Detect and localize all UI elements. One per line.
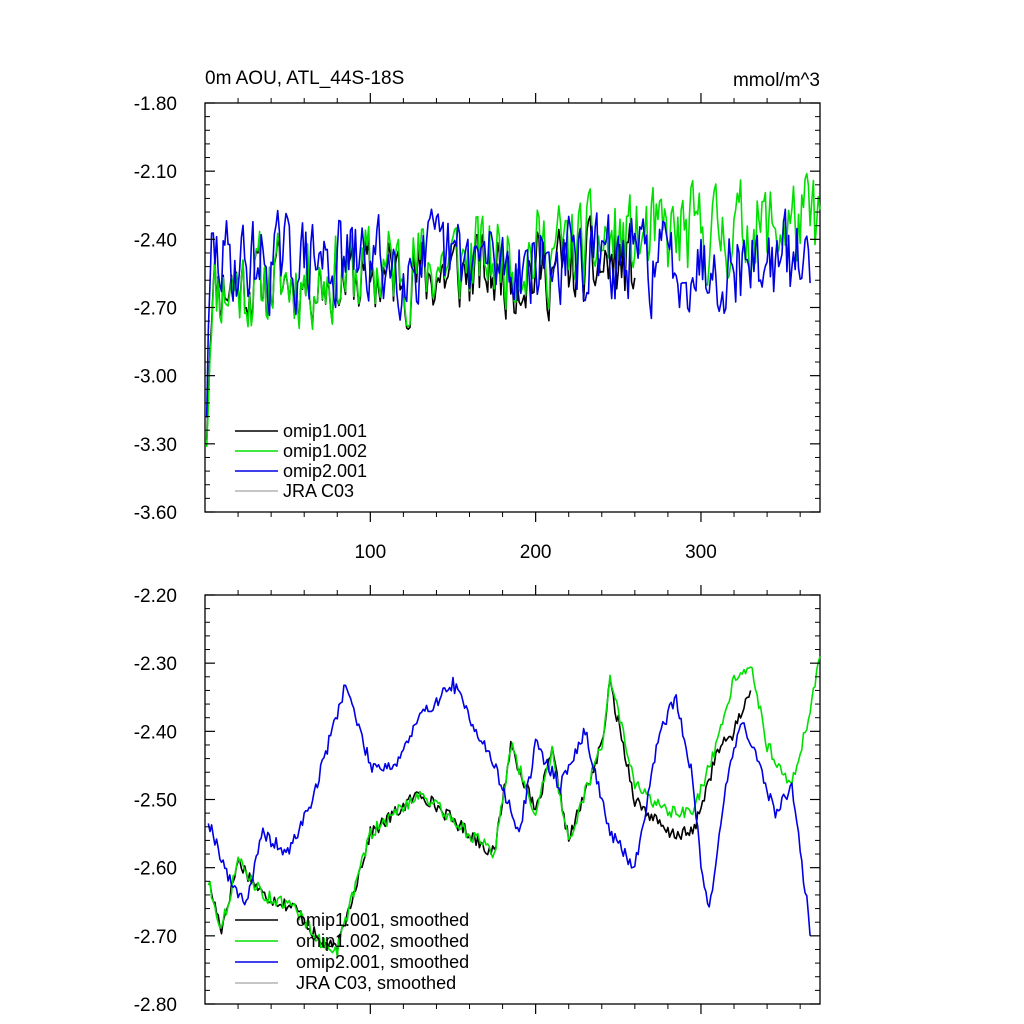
top-series-group <box>205 172 821 448</box>
top-ytick-label: -1.80 <box>134 94 177 115</box>
bottom-ytick-label: -2.80 <box>134 995 177 1016</box>
bottom-ytick-label: -2.70 <box>134 927 177 948</box>
bottom-series-line-0 <box>207 678 752 957</box>
top-chart-title: 0m AOU, ATL_44S-18S <box>205 68 404 89</box>
bottom-ytick-label: -2.20 <box>134 586 177 607</box>
top-ytick-label: -3.60 <box>134 503 177 524</box>
bottom-legend-label-3: JRA C03, smoothed <box>296 973 456 993</box>
top-panel: 0m AOU, ATL_44S-18S mmol/m^3 -1.80-2.10-… <box>134 68 821 563</box>
bottom-ytick-label: -2.60 <box>134 859 177 880</box>
bottom-legend-label-2: omip2.001, smoothed <box>296 952 469 972</box>
bottom-ytick-label: -2.40 <box>134 722 177 743</box>
top-ytick-label: -2.70 <box>134 299 177 320</box>
bottom-series-line-2 <box>207 676 811 936</box>
bottom-legend-label-0: omip1.001, smoothed <box>296 910 469 930</box>
top-legend-label-3: JRA C03 <box>283 481 354 501</box>
top-legend-label-2: omip2.001 <box>283 461 367 481</box>
top-xtick-label: 300 <box>685 542 717 563</box>
top-chart-units: mmol/m^3 <box>733 70 820 91</box>
bottom-ytick-label: -2.50 <box>134 791 177 812</box>
top-legend-label-1: omip1.002 <box>283 441 367 461</box>
bottom-series-group <box>207 656 821 957</box>
top-ytick-label: -3.30 <box>134 435 177 456</box>
top-axes-group: -1.80 -2.10 -2.40 -2.70 -3.00 -3.30 -3.60 100 20… <box>134 93 820 563</box>
bottom-series-line-1 <box>207 656 821 957</box>
bottom-axes-group: -2.20 -2.30 -2.40 -2.50 -2.60 -2.70 -2.80 <box>134 585 820 1016</box>
top-xtick-label: 200 <box>520 542 552 563</box>
bottom-panel: -2.20 -2.30 -2.40 -2.50 -2.60 -2.70 -2.80 omip… <box>134 585 821 1016</box>
top-legend-label-0: omip1.001 <box>283 421 367 441</box>
top-ytick-label: -2.40 <box>134 230 177 251</box>
bottom-ytick-label: -2.30 <box>134 654 177 675</box>
top-ytick-label: -2.10 <box>134 162 177 183</box>
top-xtick-label: 100 <box>354 542 386 563</box>
top-ytick-label: -3.00 <box>134 367 177 388</box>
top-series-line-2 <box>205 208 811 418</box>
bottom-legend-label-1: omip1.002, smoothed <box>296 931 469 951</box>
